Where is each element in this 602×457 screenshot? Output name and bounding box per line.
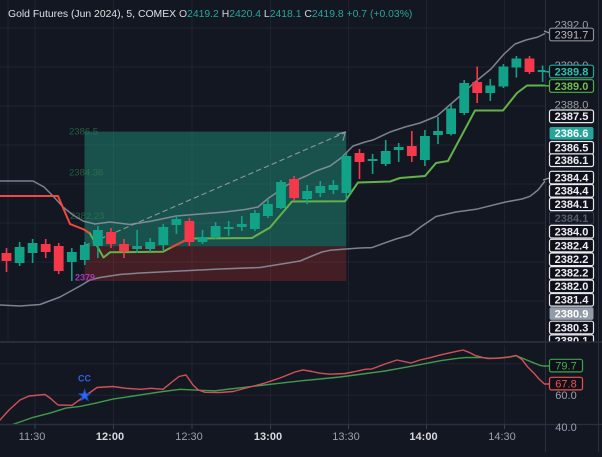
svg-text:CC: CC [78,374,91,384]
svg-text:12:00: 12:00 [96,431,124,443]
svg-text:14:30: 14:30 [488,431,516,443]
svg-text:2380.3: 2380.3 [555,322,589,334]
svg-text:2379: 2379 [75,273,95,283]
svg-text:67.8: 67.8 [555,378,576,390]
svg-text:2386.6: 2386.6 [555,128,589,140]
svg-text:2380.1: 2380.1 [555,336,589,348]
svg-text:2382.2: 2382.2 [555,254,589,266]
svg-text:2386.5: 2386.5 [555,143,589,155]
svg-text:2381.4: 2381.4 [555,295,590,307]
svg-text:2388.0: 2388.0 [555,99,589,111]
svg-text:40.0: 40.0 [555,422,576,434]
svg-text:2384.0: 2384.0 [555,227,589,239]
svg-text:2384.4: 2384.4 [555,172,590,184]
svg-text:79.7: 79.7 [555,360,576,372]
svg-text:2382.0: 2382.0 [555,281,589,293]
svg-text:2384.1: 2384.1 [555,199,589,211]
svg-text:2386.5: 2386.5 [69,127,98,138]
svg-text:2389.8: 2389.8 [555,66,589,78]
svg-text:13:30: 13:30 [332,431,360,443]
svg-text:2384.1: 2384.1 [555,213,589,225]
svg-text:2382.2: 2382.2 [555,268,589,280]
svg-text:2389.0: 2389.0 [555,81,589,93]
svg-text:2384.36: 2384.36 [69,168,103,179]
svg-text:13:00: 13:00 [254,431,282,443]
svg-text:2386.1: 2386.1 [555,155,589,167]
svg-text:2382.23: 2382.23 [70,211,104,222]
svg-text:11:30: 11:30 [19,431,46,443]
svg-text:2384.4: 2384.4 [555,186,590,198]
svg-text:14:00: 14:00 [409,431,437,443]
svg-text:12:30: 12:30 [175,431,203,443]
svg-text:2380.9: 2380.9 [555,308,589,320]
svg-text:2391.7: 2391.7 [555,29,589,41]
svg-text:2382.4: 2382.4 [555,240,590,252]
svg-text:60.0: 60.0 [555,390,576,402]
svg-text:2387.5: 2387.5 [555,111,589,123]
svg-text:Gold Futures (Jun 2024), 5, CO: Gold Futures (Jun 2024), 5, COMEX O2419.… [8,9,412,20]
